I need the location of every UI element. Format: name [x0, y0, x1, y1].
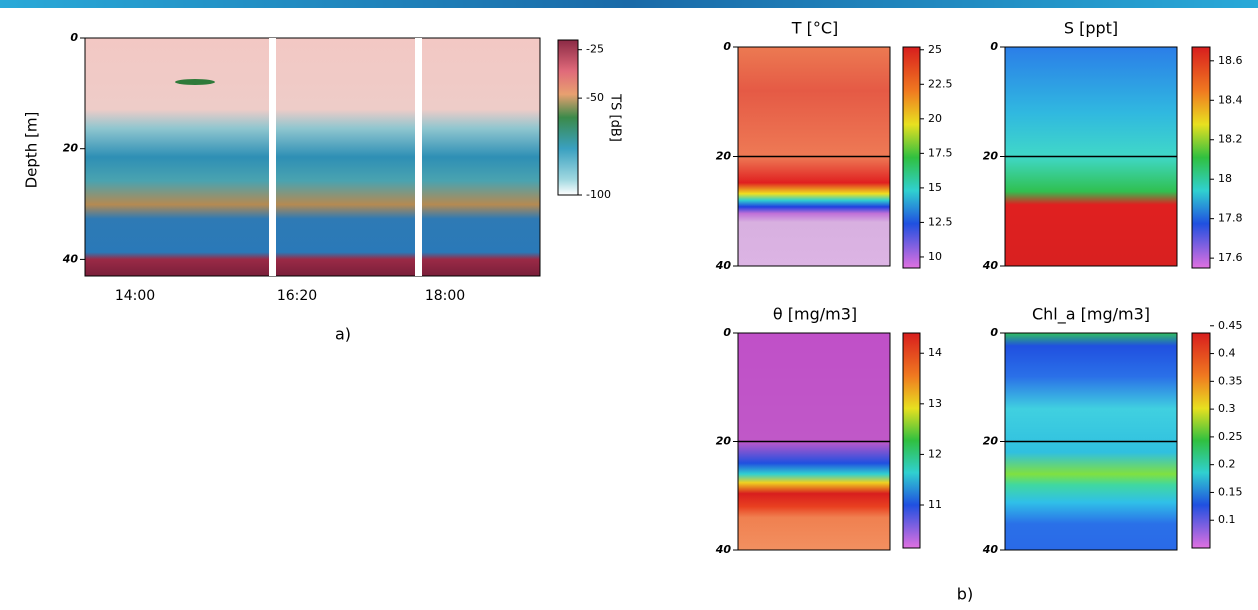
y-tick-label: 20 [716, 150, 732, 163]
y-tick-label: 40 [715, 543, 732, 556]
caption: a) [335, 325, 351, 344]
colorbar-tick-label: 18 [1218, 172, 1232, 185]
colorbar-tick-label: 0.1 [1218, 513, 1236, 526]
colorbar-tick-label: 20 [928, 112, 942, 125]
colorbar-tick-label: 15 [928, 181, 942, 194]
colorbar-tick-label: 10 [928, 250, 942, 263]
y-tick-label: 20 [716, 435, 732, 448]
y-axis-label: Depth [m] [23, 112, 41, 189]
heatmap [84, 37, 541, 277]
panel-title: θ [mg/m3] [773, 305, 857, 324]
colorbar [557, 39, 579, 196]
y-tick-label: 0 [723, 40, 731, 53]
x-tick-label: 16:20 [277, 288, 317, 304]
colorbar-tick-label: 13 [928, 397, 942, 410]
colorbar-tick-label: 0.35 [1218, 374, 1243, 387]
colorbar-tick-label: 0.4 [1218, 347, 1236, 360]
data-gap [269, 38, 276, 276]
panel-title: Chl_a [mg/m3] [1032, 305, 1150, 325]
y-tick-label: 0 [70, 31, 78, 44]
colorbar-tick-label: 17.8 [1218, 212, 1243, 225]
y-tick-label: 40 [982, 543, 999, 556]
colorbar-tick-label: 18.2 [1218, 133, 1243, 146]
y-tick-label: 0 [723, 326, 731, 339]
data-gap [415, 38, 422, 276]
colorbar-label: TS [dB] [608, 93, 623, 142]
colorbar-tick-label: 12 [928, 447, 942, 460]
panel-title: S [ppt] [1064, 19, 1118, 38]
y-tick-label: 0 [990, 40, 998, 53]
colorbar [1191, 46, 1211, 269]
colorbar-tick-label: 17.5 [928, 146, 953, 159]
colorbar-tick-label: 11 [928, 498, 942, 511]
colorbar-tick-label: 14 [928, 346, 942, 359]
y-tick-label: 40 [62, 252, 79, 265]
colorbar-tick-label: 0.2 [1218, 458, 1236, 471]
y-tick-label: 20 [983, 150, 999, 163]
caption: b) [957, 585, 973, 604]
colorbar-tick-label: 0.25 [1218, 430, 1243, 443]
fish-school [175, 79, 215, 85]
colorbar-tick-label: 17.6 [1218, 251, 1243, 264]
colorbar [1191, 332, 1211, 549]
colorbar [902, 332, 921, 549]
colorbar-tick-label: 22.5 [928, 77, 953, 90]
y-tick-label: 40 [982, 259, 999, 272]
colorbar-tick-label: 18.4 [1218, 93, 1243, 106]
colorbar-tick-label: 12.5 [928, 215, 953, 228]
banner [0, 0, 1258, 8]
colorbar-tick-label: 25 [928, 43, 942, 56]
colorbar-tick-label: 0.15 [1218, 485, 1243, 498]
colorbar [902, 46, 921, 269]
colorbar-tick-label: -25 [586, 43, 604, 56]
colorbar-tick-label: 0.3 [1218, 402, 1236, 415]
y-tick-label: 20 [63, 142, 79, 155]
y-tick-label: 40 [715, 259, 732, 272]
x-tick-label: 18:00 [425, 288, 465, 304]
colorbar-tick-label: 18.6 [1218, 54, 1243, 67]
colorbar-tick-label: 0.45 [1218, 319, 1243, 332]
y-tick-label: 20 [983, 435, 999, 448]
x-tick-label: 14:00 [115, 288, 155, 304]
panel-title: T [°C] [791, 19, 839, 38]
colorbar-tick-label: -50 [586, 91, 604, 104]
colorbar-tick-label: -100 [586, 188, 611, 201]
y-tick-label: 0 [990, 326, 998, 339]
